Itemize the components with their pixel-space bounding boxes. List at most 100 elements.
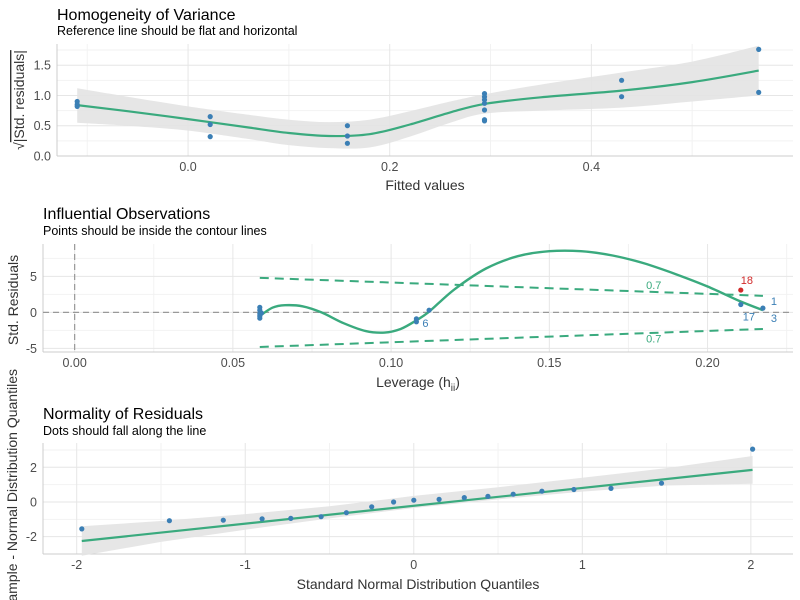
homogeneity-plot-area: 0.0 0.2 0.4 0.0 0.5 1.0 1.5	[34, 44, 793, 174]
homogeneity-y-tick-label: 0.0	[34, 150, 51, 164]
influential-x-tick-label: 0.15	[537, 356, 561, 370]
influential-data-point	[426, 307, 432, 313]
normality-x-tick-label: 2	[747, 558, 754, 572]
normality-data-point	[391, 499, 397, 505]
influential-x-tick-label: 0.10	[379, 356, 403, 370]
normality-data-point	[571, 486, 577, 493]
leverage-label-text: Leverage (h	[376, 374, 451, 390]
normality-subtitle: Dots should fall along the line	[43, 424, 206, 438]
normality-data-point	[259, 516, 265, 522]
homogeneity-data-point	[481, 107, 488, 113]
normality-data-point	[461, 495, 467, 501]
homogeneity-y-tick-label: 1.5	[34, 59, 51, 73]
influential-x-tick-label: 0.05	[221, 356, 245, 370]
normality-y-tick-label: -2	[26, 530, 37, 544]
influential-data-point	[258, 310, 264, 316]
normality-data-point	[288, 515, 294, 522]
normality-panel: Normality of Residuals Dots should fall …	[4, 369, 793, 600]
homogeneity-data-point	[756, 46, 762, 53]
normality-data-point	[343, 510, 349, 516]
influential-x-axis-label: Leverage (hii)	[376, 374, 460, 394]
leverage-label-close: )	[455, 374, 460, 390]
homogeneity-data-point	[207, 134, 213, 140]
homogeneity-data-point	[481, 100, 488, 106]
contour-label: 0.7	[646, 280, 661, 292]
contour-label: 0.7	[646, 333, 661, 345]
normality-data-point	[436, 496, 442, 502]
influential-data-point	[760, 305, 766, 311]
homogeneity-data-point	[207, 121, 213, 128]
normality-x-tick-label: 1	[579, 558, 586, 572]
influential-highlight-point	[738, 287, 744, 293]
influential-x-tick-label: 0.00	[62, 356, 86, 370]
sqrt-symbol: √	[11, 142, 27, 150]
normality-data-point	[411, 497, 417, 503]
influential-y-tick-label: 5	[30, 270, 37, 284]
normality-data-point	[79, 526, 85, 532]
homogeneity-confidence-band	[77, 45, 759, 149]
normality-y-tick-label: 2	[30, 461, 37, 475]
normality-title: Normality of Residuals	[43, 406, 203, 423]
homogeneity-data-point	[207, 114, 213, 120]
homogeneity-data-point	[344, 140, 350, 146]
normality-data-point	[750, 446, 756, 452]
observation-label: 17	[743, 311, 755, 323]
homogeneity-data-point	[619, 77, 625, 83]
normality-data-point	[510, 491, 516, 497]
normality-data-point	[658, 480, 665, 486]
cooks-distance-contour-upper	[259, 276, 763, 297]
svg-text:√|Std. residuals|: √|Std. residuals|	[11, 50, 27, 150]
influential-subtitle: Points should be inside the contour line…	[43, 224, 267, 238]
homogeneity-subtitle: Reference line should be flat and horizo…	[57, 24, 297, 38]
influential-x-tick-label: 0.20	[695, 356, 719, 370]
homogeneity-y-label-text: |Std. residuals|	[11, 50, 27, 142]
influential-y-axis-label: Std. Residuals	[5, 255, 21, 345]
observation-label: 1	[771, 296, 777, 308]
homogeneity-data-point	[344, 123, 350, 129]
homogeneity-data-point	[481, 118, 488, 124]
influential-title: Influential Observations	[43, 206, 210, 223]
normality-data-point	[539, 488, 545, 494]
normality-y-axis-label: Sample - Normal Distribution Quantiles	[4, 369, 20, 600]
cooks-distance-contour-lower	[259, 327, 763, 348]
homogeneity-x-tick-label: 0.4	[583, 160, 600, 174]
normality-plot-area: -2 -1 0 1 2 -2 0 2	[26, 443, 793, 572]
normality-data-point	[220, 517, 226, 523]
normality-x-tick-label: 0	[410, 558, 417, 572]
homogeneity-panel: Homogeneity of Variance Reference line s…	[11, 7, 793, 193]
influential-y-tick-label: -5	[26, 342, 37, 356]
homogeneity-x-tick-label: 0.2	[381, 160, 398, 174]
influential-plot-area: 0.00 0.05 0.10 0.15 0.20 -5 0 5 0.7 0.7 18 1 17 3 6	[26, 244, 793, 370]
homogeneity-data-point	[619, 94, 625, 100]
influential-data-point	[413, 316, 419, 322]
homogeneity-x-tick-label: 0.0	[179, 160, 196, 174]
normality-data-point	[485, 493, 491, 499]
homogeneity-fit-line	[77, 69, 759, 138]
normality-data-point	[369, 504, 375, 510]
homogeneity-data-point	[756, 89, 762, 95]
homogeneity-y-axis-label: √|Std. residuals|	[11, 50, 27, 150]
homogeneity-data-point	[74, 103, 80, 109]
observation-label: 18	[741, 275, 753, 287]
normality-data-point	[318, 514, 324, 520]
homogeneity-data-point	[481, 97, 488, 103]
homogeneity-title: Homogeneity of Variance	[57, 7, 236, 24]
influential-fit-line	[259, 249, 764, 334]
influential-panel: Influential Observations Points should b…	[5, 206, 793, 394]
leverage-label-subscript: ii	[451, 383, 455, 394]
normality-reference-line	[81, 468, 753, 543]
influential-data-point	[738, 301, 744, 308]
normality-x-axis-label: Standard Normal Distribution Quantiles	[297, 576, 540, 592]
observation-label: 6	[422, 318, 428, 330]
homogeneity-x-axis-label: Fitted values	[385, 177, 464, 193]
normality-x-tick-label: -2	[71, 558, 82, 572]
normality-y-tick-label: 0	[30, 495, 37, 509]
homogeneity-data-point	[344, 133, 350, 139]
normality-data-point	[166, 518, 172, 524]
normality-x-tick-label: -1	[240, 558, 251, 572]
homogeneity-y-tick-label: 1.0	[34, 89, 51, 103]
normality-data-point	[608, 485, 614, 491]
observation-label: 3	[771, 313, 777, 325]
influential-data-point	[257, 315, 263, 321]
